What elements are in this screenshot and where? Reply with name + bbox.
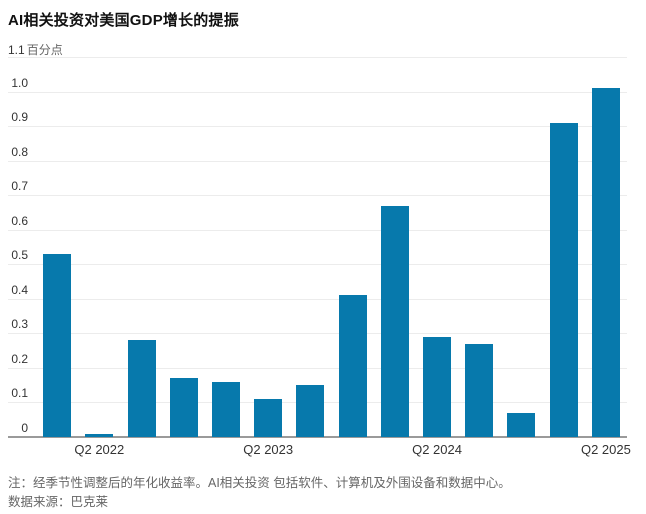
x-tick-label-q2-2025: Q2 2025 [580,442,631,457]
y-axis-top-label: 1.1 百分点 [8,41,63,58]
y-tick-label: 1.0 [11,75,28,90]
y-axis-unit-label: 百分点 [26,43,63,57]
y-tick-label: 0.3 [11,317,28,332]
gridline [8,91,627,93]
y-axis-top-tick: 1.1 [8,43,25,57]
bar-q4-2024 [507,412,536,437]
gridline [8,264,627,266]
y-tick-label: 0.5 [11,248,28,263]
x-axis-labels: Q2 2022 Q2 2023 Q2 2024 Q2 2025 [0,442,646,458]
bar-q2-2023 [254,399,283,437]
y-tick-label: 0.2 [11,351,28,366]
x-tick-label-q2-2022: Q2 2022 [74,442,125,457]
gridline [8,333,627,335]
y-tick-label: 0 [21,421,28,435]
x-tick-label-q2-2023: Q2 2023 [243,442,294,457]
y-tick-label: 0.1 [11,386,28,401]
bar-q1-2025 [549,122,578,437]
chart-title: AI相关投资对美国GDP增长的提振 [8,12,239,29]
y-tick-label: 0.6 [11,213,28,228]
bar-q3-2022 [127,340,156,437]
gridline [8,229,627,231]
source-text: 数据来源：巴克莱 [8,495,109,509]
y-tick-label: 0.9 [11,110,28,125]
gridline [8,57,627,58]
gridline [8,195,627,197]
gridline [8,126,627,128]
chart-area: 1.0 0.9 0.8 0.7 0.6 0.5 0.4 0.3 0.2 0.1 0 [0,57,646,438]
x-axis-line [8,436,627,438]
bar-q3-2023 [296,385,325,437]
y-tick-label: 0.8 [11,144,28,159]
bar-q2-2022 [85,433,114,437]
bar-q1-2023 [211,381,240,437]
y-tick-label: 0.4 [11,282,28,297]
bar-q3-2024 [465,343,494,437]
bar-q2-2025 [591,88,620,437]
bar-q1-2022 [43,253,72,437]
gridline [8,367,627,369]
gridline [8,160,627,162]
gridline [8,298,627,300]
footnote-text: 注：经季节性调整后的年化收益率。AI相关投资 包括软件、计算机及外围设备和数据中… [8,476,511,490]
chart-footnote: 注：经季节性调整后的年化收益率。AI相关投资 包括软件、计算机及外围设备和数据中… [8,474,511,512]
bar-q4-2023 [338,295,367,437]
bar-q4-2022 [169,378,198,437]
x-tick-label-q2-2024: Q2 2024 [412,442,462,457]
bar-q1-2024 [380,205,409,437]
bar-q2-2024 [423,336,452,437]
y-tick-label: 0.7 [11,179,28,194]
